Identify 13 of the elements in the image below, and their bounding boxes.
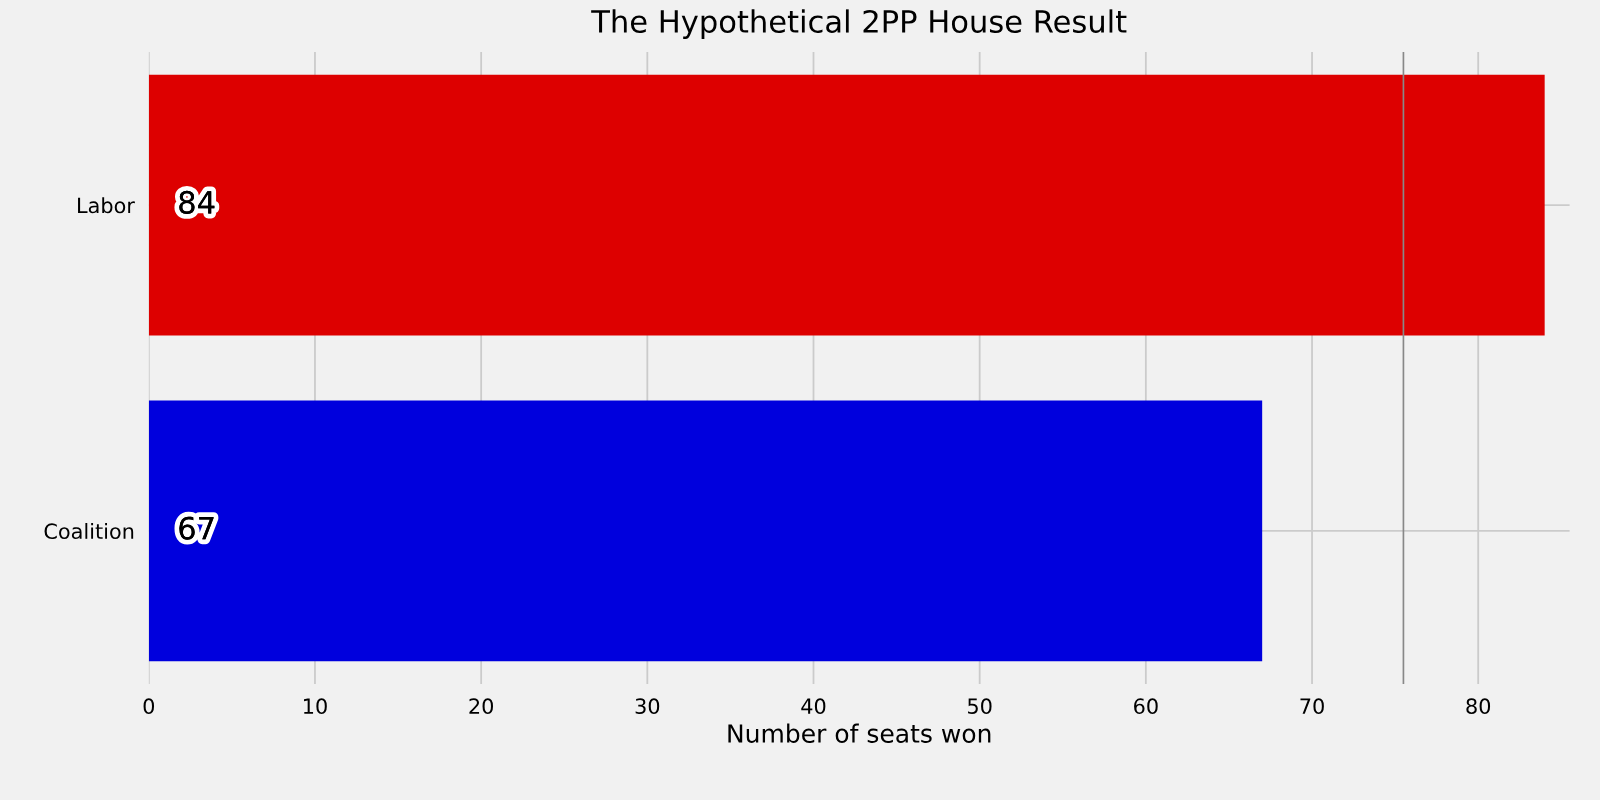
x-tick-label: 0 [143, 698, 155, 715]
x-tick-label: 60 [1134, 698, 1158, 715]
chart-title: The Hypothetical 2PP House Result [591, 9, 1127, 39]
x-tick-label: 10 [304, 698, 327, 715]
x-tick-label: 50 [968, 698, 992, 715]
x-tick-label: 30 [635, 698, 660, 715]
x-tick-label: 40 [801, 698, 826, 715]
y-tick-label: Labor [78, 197, 135, 214]
x-tick-label: 20 [469, 698, 494, 715]
y-tick-label: Coalition [44, 522, 134, 540]
x-tick-label: 80 [1466, 698, 1491, 715]
x-tick-label: 70 [1300, 698, 1324, 715]
x-axis-title: Number of seats won [728, 723, 991, 743]
